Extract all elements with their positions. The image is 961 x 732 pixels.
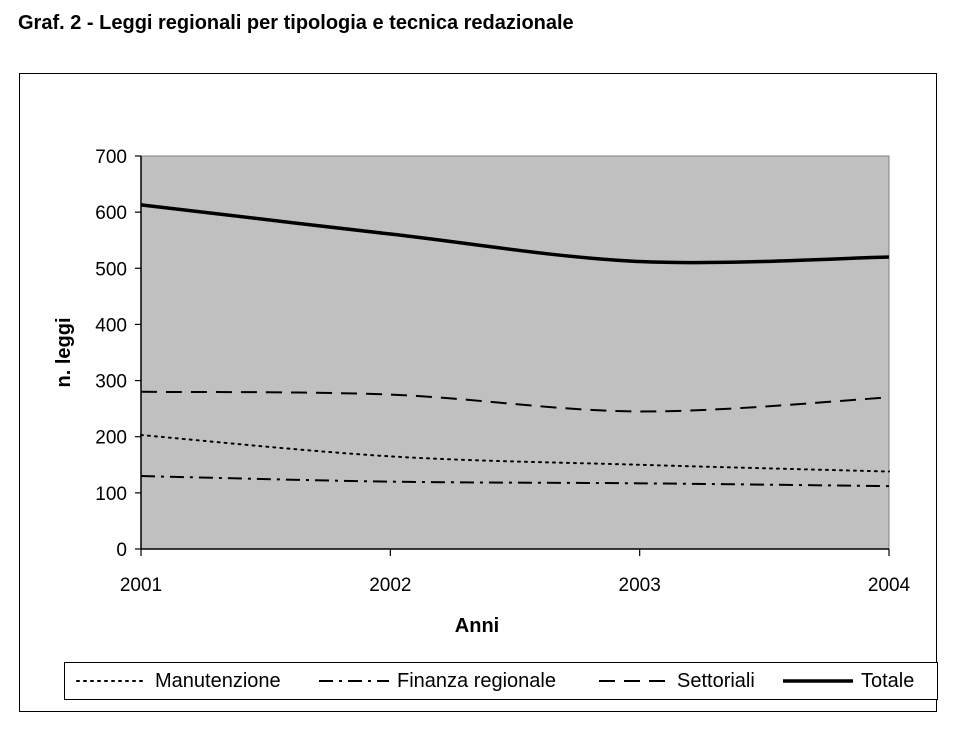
plot-area [140, 155, 890, 550]
y-tick-label: 300 [95, 372, 127, 393]
series-line-totale [140, 203, 890, 265]
chart-title: Graf. 2 - Leggi regionali per tipologia … [18, 12, 574, 34]
legend-swatch-totale [783, 679, 853, 683]
y-tick-label: 100 [95, 484, 127, 505]
x-tick-label: 2003 [619, 575, 661, 596]
y-tick-label: 0 [116, 540, 127, 561]
y-axis-title: n. leggi [53, 318, 75, 388]
x-tick-label: 2001 [120, 575, 162, 596]
y-tick-label: 500 [95, 259, 127, 280]
x-tick-label: 2004 [868, 575, 911, 596]
legend-label-manutenzione: Manutenzione [155, 670, 281, 692]
legend-label-finanza-regionale: Finanza regionale [397, 670, 556, 692]
legend-label-settoriali: Settoriali [677, 670, 755, 692]
legend-swatch-finanza-regionale [319, 680, 389, 682]
y-tick-label: 400 [95, 315, 127, 336]
x-axis-title: Anni [455, 615, 499, 637]
legend-swatch-manutenzione [76, 680, 148, 682]
legend-swatch-settoriali [599, 680, 669, 682]
series-line-settoriali [140, 390, 890, 413]
series-line-finanza-regionale [140, 475, 890, 488]
x-tick-label: 2002 [369, 575, 411, 596]
y-tick-label: 700 [95, 147, 127, 168]
y-tick-label: 600 [95, 203, 127, 224]
legend-label-totale: Totale [861, 670, 915, 692]
y-tick-label: 200 [95, 428, 127, 449]
chart-legend: Manutenzione Finanza regionale Settoriali T… [64, 662, 938, 700]
